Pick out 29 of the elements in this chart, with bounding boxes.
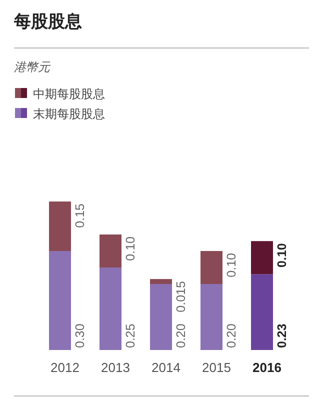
x-tick-label: 2013	[101, 360, 130, 375]
legend-label: 末期每股股息	[33, 107, 105, 121]
data-label: 0.23	[275, 324, 289, 348]
bar	[100, 234, 122, 268]
x-tick-label: 2012	[50, 360, 80, 375]
chart-subtitle: 港幣元	[14, 60, 51, 74]
legend-label: 中期每股股息	[33, 87, 105, 101]
data-label: 0.30	[73, 324, 87, 348]
data-label: 0.10	[275, 243, 289, 268]
bar	[251, 241, 273, 274]
x-tick-label: 2014	[152, 360, 180, 375]
x-tick-label: 2016	[252, 360, 282, 375]
bar	[251, 274, 273, 350]
data-label: 0.20	[174, 324, 188, 348]
data-label: 0.10	[124, 236, 138, 261]
bar	[200, 251, 222, 284]
data-label: 0.20	[224, 324, 238, 348]
data-label: 0.10	[224, 252, 238, 278]
bar	[150, 279, 172, 284]
data-label: 0.015	[174, 281, 188, 312]
bar	[200, 284, 222, 350]
chart-title: 每股股息	[13, 12, 82, 31]
bar	[150, 284, 172, 350]
data-label: 0.25	[124, 324, 138, 348]
bar	[49, 202, 71, 251]
data-label: 0.15	[73, 203, 87, 228]
bar	[100, 268, 122, 350]
x-tick-label: 2015	[202, 360, 231, 375]
bar	[49, 251, 71, 350]
